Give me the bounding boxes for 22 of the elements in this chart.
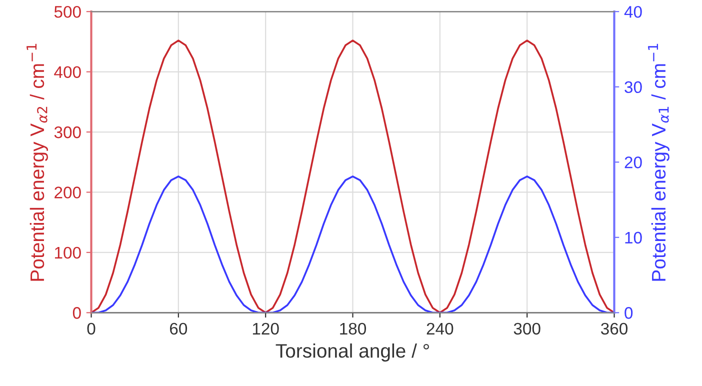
y2-tick-label: 0 bbox=[624, 307, 633, 319]
y2-tick-label: 20 bbox=[624, 156, 642, 168]
x-tick-label: 60 bbox=[170, 322, 188, 335]
y2-axis-title: Potential energy V$_{α1}$ / cm$^{−1}$ bbox=[648, 44, 670, 281]
x-tick-label: 180 bbox=[340, 322, 366, 335]
x-tick-label: 0 bbox=[87, 322, 96, 335]
line-series bbox=[91, 40, 614, 313]
y-tick-label: 200 bbox=[54, 186, 81, 198]
y-tick-label: 100 bbox=[55, 246, 81, 259]
y2-tick-label: 30 bbox=[624, 81, 642, 94]
x-axis-title: Torsional angle / ° bbox=[276, 343, 429, 362]
x-tick-label: 300 bbox=[514, 322, 540, 335]
y-tick-label: 300 bbox=[54, 126, 81, 138]
x-tick-label: 120 bbox=[252, 322, 279, 335]
y-axis-title: Potential energy V$_{α2}$ / cm$^{−1}$ bbox=[26, 44, 48, 281]
x-tick-label: 240 bbox=[426, 322, 454, 335]
y-tick-label: 500 bbox=[54, 6, 81, 18]
x-tick-label: 360 bbox=[600, 322, 628, 335]
y2-tick-label: 10 bbox=[625, 232, 642, 244]
y-tick-label: 400 bbox=[54, 66, 81, 78]
y2-tick-label: 40 bbox=[624, 6, 642, 18]
y-tick-label: 0 bbox=[72, 307, 81, 319]
